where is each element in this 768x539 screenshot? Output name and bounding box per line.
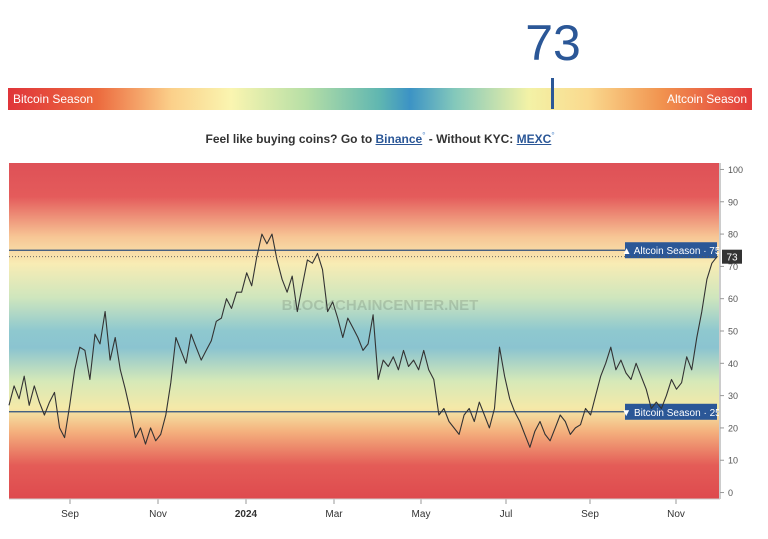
altcoin-season-label: Altcoin Season <box>666 92 747 106</box>
y-tick-label: 90 <box>728 197 738 207</box>
season-background-band <box>9 163 719 499</box>
y-tick-label: 80 <box>728 230 738 240</box>
altcoin-season-tag-label: ▲ Altcoin Season · 75 <box>622 246 721 257</box>
bitcoin-season-label: Bitcoin Season <box>13 92 94 106</box>
y-tick-label: 70 <box>728 262 738 272</box>
x-tick-label: Jul <box>500 509 513 520</box>
bitcoin-season-tag-label: ▼ Bitcoin Season · 25 <box>621 408 721 419</box>
mexc-link[interactable]: MEXC <box>516 132 552 146</box>
altcoin-season-chart: BLOCKCHAINCENTER.NET 0 10 20 30 40 50 60 70 80 90… <box>8 163 743 520</box>
y-axis: 0 10 20 30 40 50 60 70 80 90 100 <box>720 165 743 498</box>
x-tick-label: Sep <box>581 509 599 520</box>
y-tick-label: 10 <box>728 456 738 466</box>
x-tick-label: Nov <box>667 509 685 520</box>
y-tick-label: 100 <box>728 165 743 175</box>
altcoin-season-tag-box <box>625 242 717 259</box>
promo-prefix: Feel like buying coins? Go to <box>205 132 373 146</box>
y-tick-label: 60 <box>728 294 738 304</box>
y-tick-label: 30 <box>728 391 738 401</box>
gauge-value-marker <box>551 78 554 109</box>
x-tick-label: Mar <box>325 509 343 520</box>
x-tick-label: 2024 <box>235 509 258 520</box>
season-gauge-bar: Bitcoin Season Altcoin Season <box>8 78 752 110</box>
current-value-tag: 73 <box>722 249 742 264</box>
y-tick-label: 20 <box>728 423 738 433</box>
current-index-value: 73 <box>525 15 581 71</box>
current-value-tag-box <box>722 249 742 264</box>
promo-line: Feel like buying coins? Go to Binance° -… <box>0 131 760 146</box>
current-value-tag-label: 73 <box>726 253 738 264</box>
y-tick-label: 50 <box>728 327 738 337</box>
y-tick-label: 40 <box>728 359 738 369</box>
binance-link[interactable]: Binance <box>375 132 423 146</box>
y-tick-label: 0 <box>728 488 733 498</box>
promo-middle: - Without KYC: <box>428 132 514 146</box>
x-tick-label: Sep <box>61 509 79 520</box>
x-axis: Sep Nov 2024 Mar May Jul Sep Nov <box>61 499 685 520</box>
x-tick-label: Nov <box>149 509 167 520</box>
watermark-text: BLOCKCHAINCENTER.NET <box>282 297 479 314</box>
x-tick-label: May <box>412 509 431 520</box>
mexc-link-mark: ° <box>551 131 555 140</box>
binance-link-mark: ° <box>422 131 426 140</box>
bitcoin-season-tag-box <box>625 403 717 420</box>
reference-lines: ▲ Altcoin Season · 75 ▼ Bitcoin Season · … <box>9 242 721 420</box>
altcoin-index-series-line <box>8 233 718 448</box>
